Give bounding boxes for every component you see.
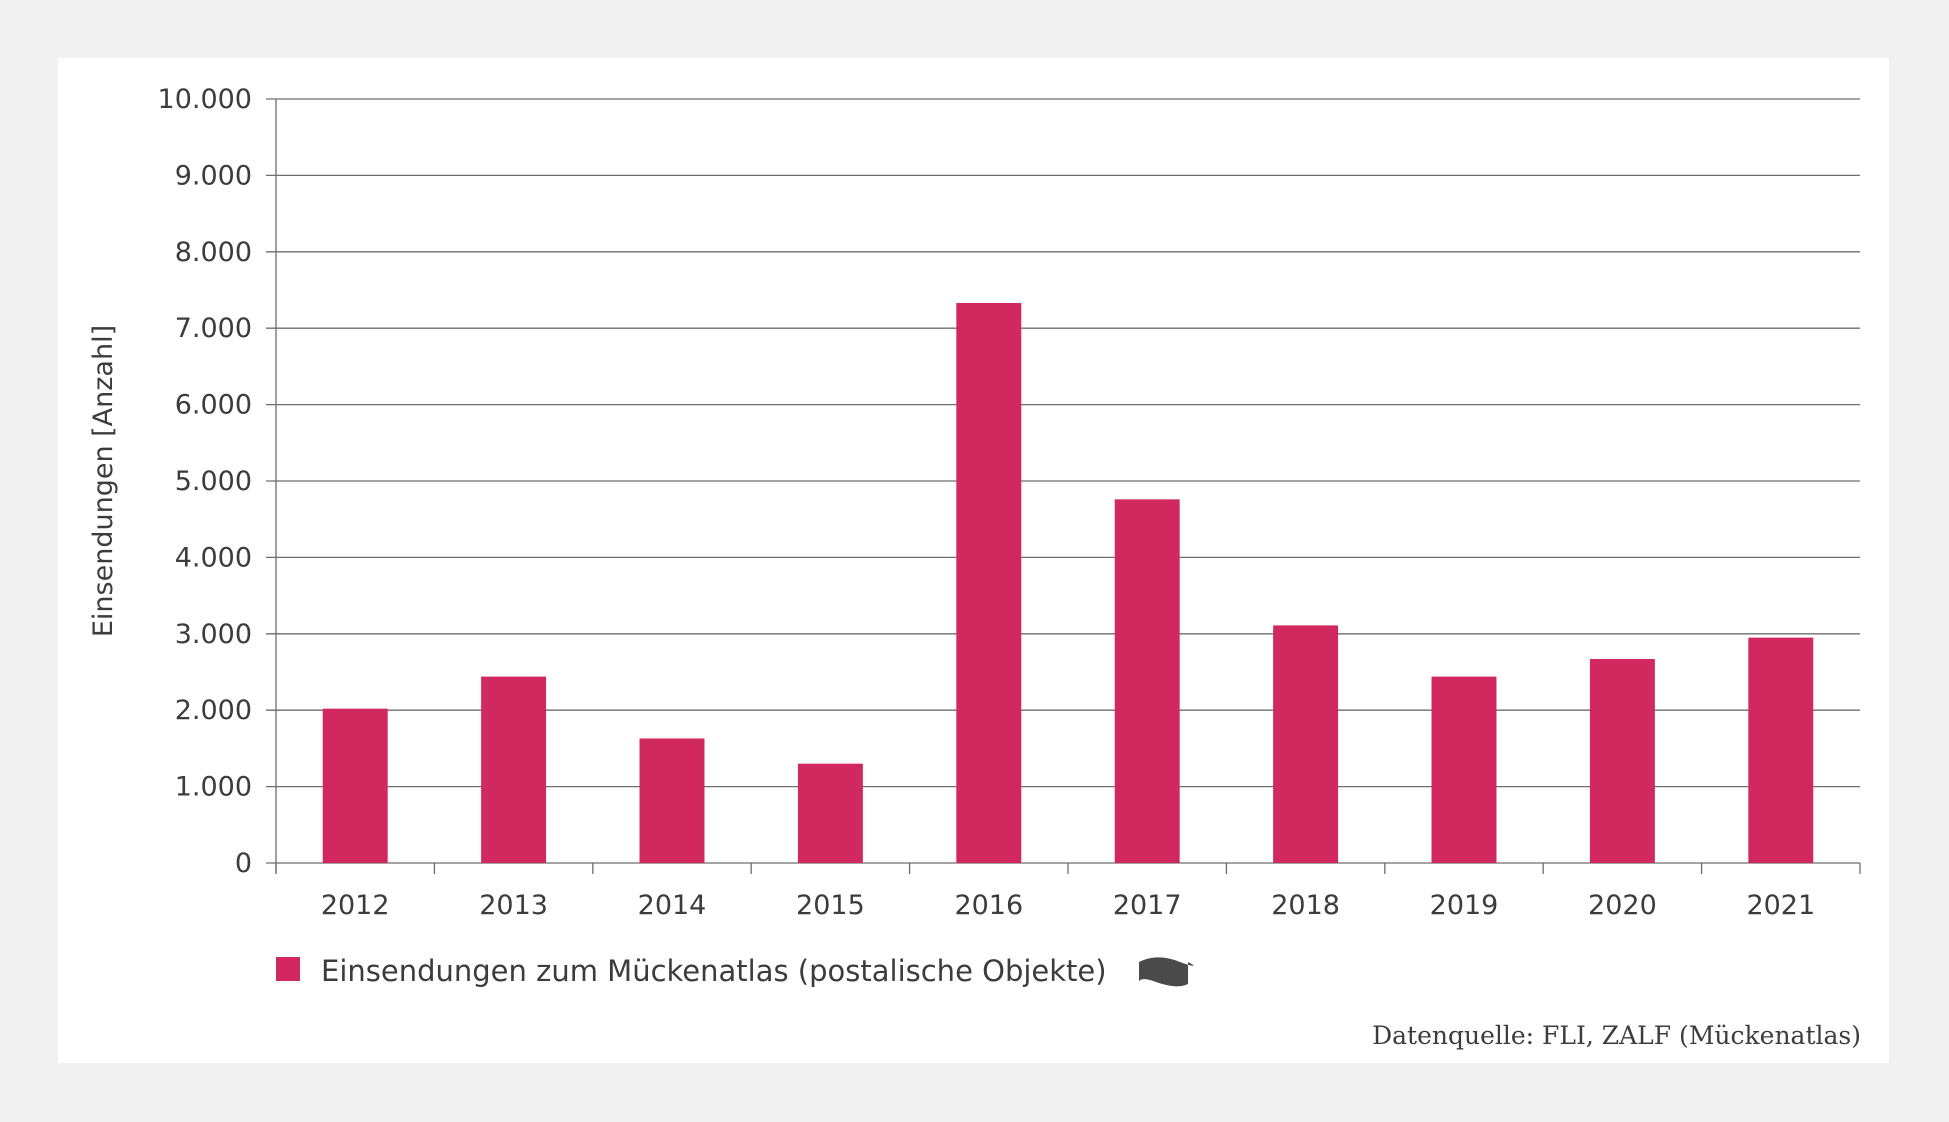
y-tick-label: 0 <box>235 848 252 879</box>
bar-2012 <box>322 708 388 863</box>
x-tick-label: 2012 <box>321 890 390 921</box>
y-tick-label: 8.000 <box>175 237 252 268</box>
bar-2015 <box>797 763 863 863</box>
bar-2013 <box>481 676 547 863</box>
x-tick-label: 2015 <box>796 890 865 921</box>
bar-2021 <box>1748 637 1814 863</box>
y-tick-label: 5.000 <box>175 466 252 497</box>
x-tick-label: 2017 <box>1113 890 1182 921</box>
data-source: Datenquelle: FLI, ZALF (Mückenatlas) <box>1372 1021 1861 1050</box>
x-tick-label: 2018 <box>1271 890 1340 921</box>
bar-2018 <box>1273 625 1339 863</box>
bar-2014 <box>639 738 705 863</box>
bars <box>322 302 1814 863</box>
x-tick-label: 2013 <box>479 890 548 921</box>
y-tick-label: 6.000 <box>175 390 252 421</box>
y-tick-label: 1.000 <box>175 772 252 803</box>
y-tick-label: 10.000 <box>158 84 252 115</box>
x-tick-label: 2014 <box>638 890 707 921</box>
y-tick-label: 7.000 <box>175 313 252 344</box>
wave-icon <box>1139 957 1194 987</box>
legend-swatch <box>276 957 300 981</box>
x-tick-label: 2019 <box>1430 890 1499 921</box>
y-tick-label: 9.000 <box>175 160 252 191</box>
bar-2017 <box>1114 499 1180 863</box>
bar-2019 <box>1431 676 1497 863</box>
y-tick-label: 3.000 <box>175 619 252 650</box>
bar-2020 <box>1589 659 1655 863</box>
axes: 0 1.000 2.000 3.000 4.000 5.000 6.000 7.000 8.00… <box>158 84 1861 921</box>
x-tick-label: 2020 <box>1588 890 1657 921</box>
x-tick-label: 2021 <box>1746 890 1815 921</box>
y-tick-label: 2.000 <box>175 695 252 726</box>
y-axis-label: Einsendungen [Anzahl] <box>88 325 119 637</box>
y-tick-label: 4.000 <box>175 542 252 573</box>
legend-label: Einsendungen zum Mückenatlas (postalisch… <box>321 954 1107 988</box>
x-tick-label: 2016 <box>954 890 1023 921</box>
bar-2016 <box>956 302 1022 863</box>
